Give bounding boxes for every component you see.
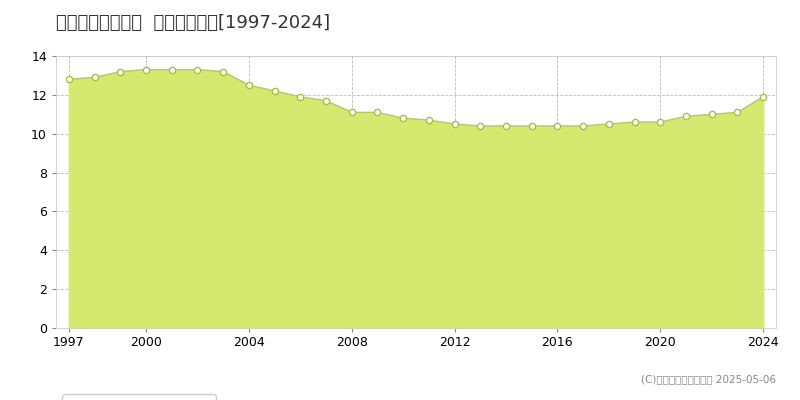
Text: (C)土地価格ドットコム 2025-05-06: (C)土地価格ドットコム 2025-05-06 (641, 374, 776, 384)
Legend: 基準地価  平均坪単価(万円/坪): 基準地価 平均坪単価(万円/坪) (62, 394, 215, 400)
Text: 国頭郡本部町大浜  基準地価推移[1997-2024]: 国頭郡本部町大浜 基準地価推移[1997-2024] (56, 14, 330, 32)
